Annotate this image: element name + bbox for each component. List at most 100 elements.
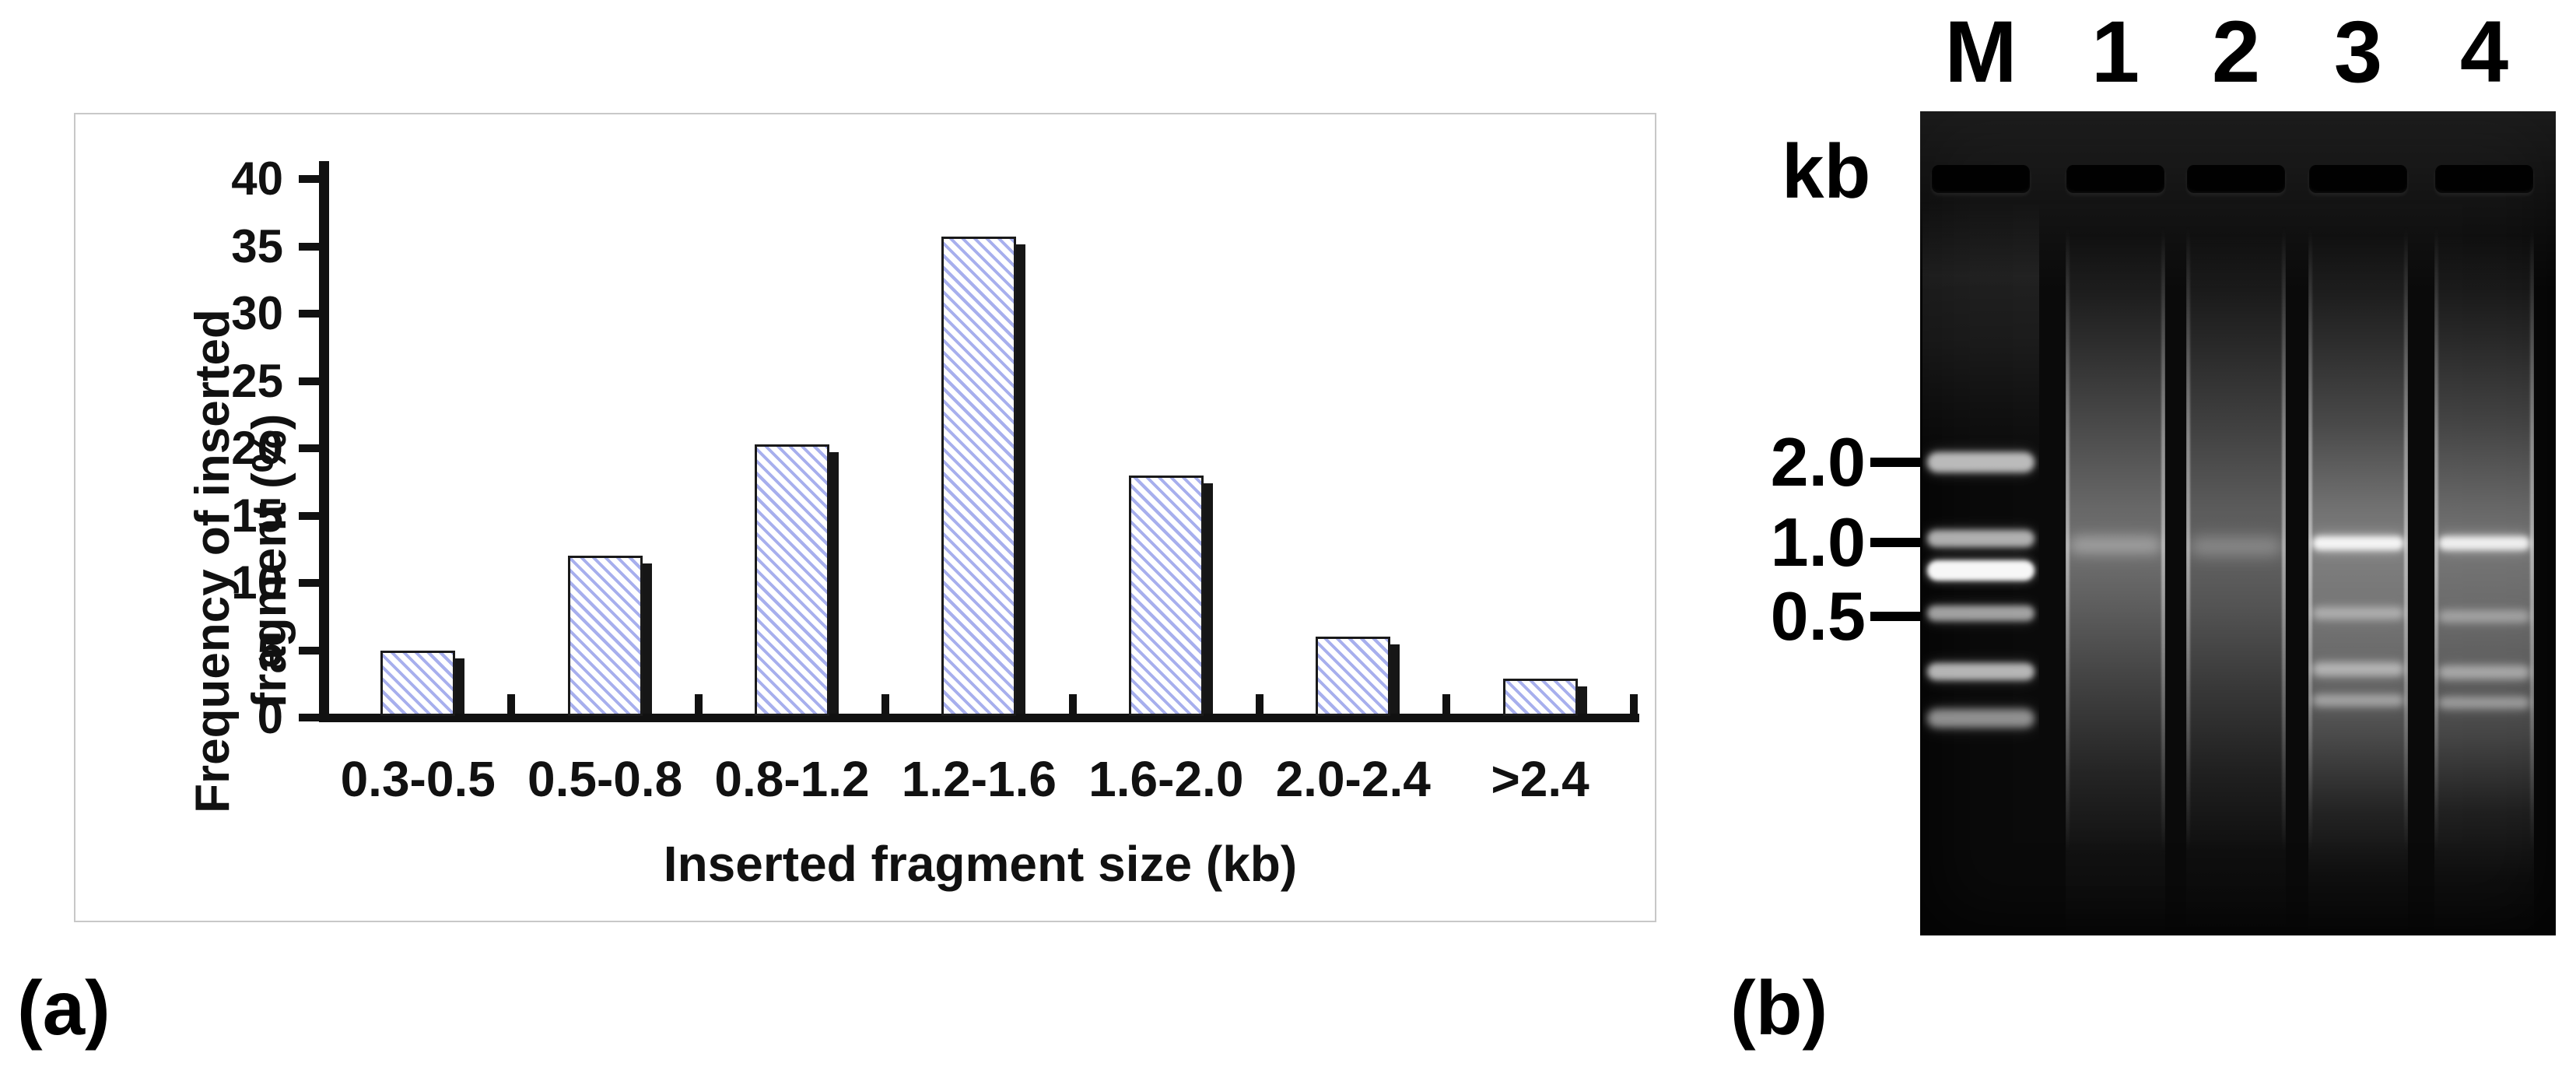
bar-4 bbox=[1128, 475, 1204, 716]
bar-3 bbox=[941, 237, 1017, 716]
x-category-label-0: 0.3-0.5 bbox=[340, 751, 496, 807]
marker-dash-0.5 bbox=[1870, 612, 1920, 621]
frequency-bar-chart: Frequency of inserted fragment (%) 0 5 10 1… bbox=[74, 113, 1656, 922]
y-tick-label: 30 bbox=[231, 287, 283, 339]
x-axis-tick bbox=[507, 694, 516, 714]
x-category-label-5: 2.0-2.4 bbox=[1275, 751, 1431, 807]
x-category-label-4: 1.6-2.0 bbox=[1088, 751, 1244, 807]
x-category-label-2: 0.8-1.2 bbox=[714, 751, 870, 807]
bar-5 bbox=[1316, 637, 1391, 716]
gel-band-M-4 bbox=[1927, 663, 2035, 680]
y-axis-line bbox=[319, 161, 329, 722]
gel-lane-3 bbox=[2308, 111, 2408, 935]
kb-unit-label: kb bbox=[1782, 128, 1871, 214]
x-axis-tick bbox=[881, 694, 890, 714]
marker-dash-1.0 bbox=[1870, 538, 1920, 547]
gel-lane-edge bbox=[2404, 111, 2408, 935]
panel-b-label: (b) bbox=[1730, 965, 1828, 1051]
y-tick-label: 20 bbox=[231, 422, 283, 474]
gel-top-haze bbox=[1920, 111, 2556, 290]
y-tick-label: 25 bbox=[231, 354, 283, 407]
x-axis-title: Inserted fragment size (kb) bbox=[663, 836, 1298, 892]
gel-image bbox=[1920, 111, 2556, 935]
bar-6 bbox=[1502, 678, 1578, 716]
x-category-label-3: 1.2-1.6 bbox=[901, 751, 1057, 807]
gel-lane-edge bbox=[2066, 111, 2070, 935]
gel-lane-edge bbox=[2186, 111, 2190, 935]
x-axis-tick bbox=[1442, 694, 1451, 714]
bar-shadow-4 bbox=[1200, 483, 1213, 714]
bar-shadow-1 bbox=[639, 563, 652, 714]
gel-lane-label-4: 4 bbox=[2459, 3, 2509, 100]
gel-band-4-1 bbox=[2438, 610, 2530, 623]
gel-band-M-2 bbox=[1927, 560, 2035, 581]
x-axis-tick bbox=[694, 694, 703, 714]
gel-band-2-0 bbox=[2190, 537, 2282, 556]
gel-band-M-1 bbox=[1927, 530, 2035, 547]
bar-shadow-0 bbox=[452, 658, 465, 714]
marker-size-label-0.5: 0.5 bbox=[1770, 577, 1866, 655]
y-tick-label: 10 bbox=[231, 556, 283, 609]
gel-lane-label-M: M bbox=[1944, 3, 2017, 100]
gel-well-4 bbox=[2435, 165, 2533, 193]
gel-band-3-3 bbox=[2312, 694, 2404, 707]
y-tick-label: 0 bbox=[257, 691, 283, 743]
x-axis-tick bbox=[1629, 694, 1638, 714]
gel-band-1-0 bbox=[2070, 536, 2161, 553]
y-axis-tick bbox=[299, 175, 320, 183]
x-category-label-6: >2.4 bbox=[1491, 751, 1589, 807]
gel-band-3-2 bbox=[2312, 662, 2404, 676]
gel-lane-edge bbox=[2530, 111, 2534, 935]
x-axis-tick bbox=[321, 694, 328, 714]
x-category-label-1: 0.5-0.8 bbox=[527, 751, 683, 807]
marker-size-label-1.0: 1.0 bbox=[1770, 504, 1866, 581]
y-axis-tick bbox=[299, 377, 320, 385]
y-tick-label: 40 bbox=[231, 153, 283, 205]
bar-shadow-5 bbox=[1387, 644, 1400, 714]
gel-well-1 bbox=[2066, 165, 2164, 193]
y-tick-label: 15 bbox=[231, 489, 283, 542]
gel-lane-edge bbox=[2308, 111, 2312, 935]
x-axis-tick bbox=[1256, 694, 1263, 714]
gel-band-4-0 bbox=[2438, 536, 2530, 550]
y-tick-label: 5 bbox=[257, 623, 283, 676]
gel-band-3-1 bbox=[2312, 607, 2404, 619]
marker-dash-2.0 bbox=[1870, 458, 1920, 467]
panel-a-label: (a) bbox=[17, 965, 110, 1051]
y-axis-tick bbox=[299, 646, 320, 655]
gel-lane-2 bbox=[2186, 111, 2286, 935]
gel-lane-label-3: 3 bbox=[2333, 3, 2383, 100]
bar-0 bbox=[380, 650, 456, 716]
marker-size-label-2.0: 2.0 bbox=[1770, 423, 1866, 500]
gel-band-4-3 bbox=[2438, 697, 2530, 709]
gel-lane-label-1: 1 bbox=[2091, 3, 2140, 100]
gel-lane-M bbox=[1922, 111, 2039, 935]
gel-lane-1 bbox=[2066, 111, 2165, 935]
y-axis-tick bbox=[299, 444, 320, 452]
gel-lane-label-2: 2 bbox=[2211, 3, 2261, 100]
gel-lane-edge bbox=[2161, 111, 2165, 935]
gel-band-4-2 bbox=[2438, 665, 2530, 679]
bar-1 bbox=[567, 556, 643, 716]
gel-well-M bbox=[1932, 165, 2030, 193]
gel-well-2 bbox=[2187, 165, 2285, 193]
bar-shadow-6 bbox=[1574, 686, 1587, 714]
x-axis-tick bbox=[1068, 694, 1077, 714]
gel-lane-4 bbox=[2434, 111, 2534, 935]
y-tick-label: 35 bbox=[231, 219, 283, 272]
y-axis-tick bbox=[299, 511, 320, 520]
y-axis-tick bbox=[299, 714, 320, 721]
y-axis-tick bbox=[299, 242, 320, 251]
x-axis-line bbox=[319, 714, 1639, 722]
gel-well-3 bbox=[2309, 165, 2407, 193]
gel-band-M-5 bbox=[1927, 709, 2035, 728]
gel-band-M-0 bbox=[1927, 452, 2035, 472]
y-axis-tick bbox=[299, 579, 320, 587]
gel-band-M-3 bbox=[1927, 605, 2035, 621]
gel-lane-edge bbox=[2282, 111, 2286, 935]
gel-lane-edge bbox=[2434, 111, 2438, 935]
bar-2 bbox=[755, 444, 829, 716]
bar-shadow-2 bbox=[826, 451, 839, 714]
gel-band-3-0 bbox=[2312, 536, 2404, 550]
